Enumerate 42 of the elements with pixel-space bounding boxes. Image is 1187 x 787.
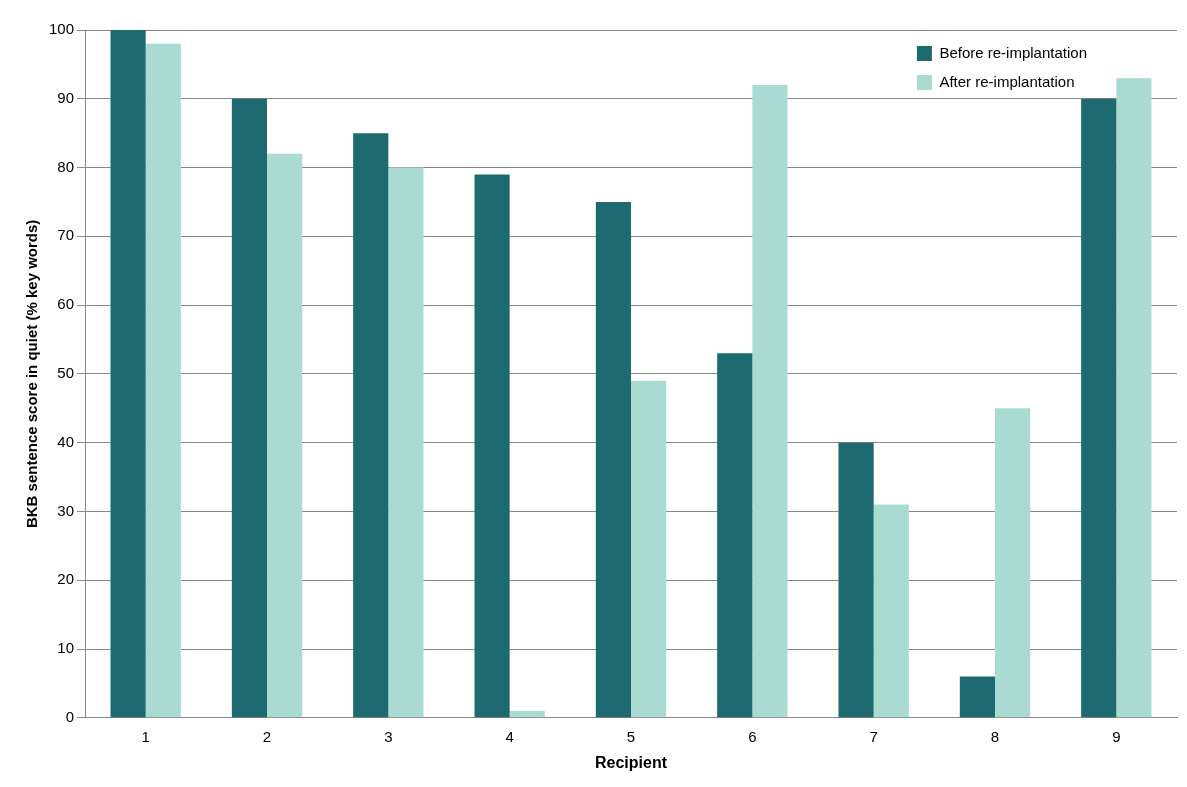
- bar: [752, 85, 788, 718]
- bar: [595, 201, 632, 718]
- bar: [509, 710, 545, 718]
- bar: [873, 504, 909, 718]
- bar: [1116, 78, 1152, 718]
- x-tick-label: 6: [748, 727, 757, 745]
- y-tick-label: 50: [57, 364, 75, 382]
- x-tick-label: 5: [626, 727, 636, 745]
- x-tick-label: 1: [141, 727, 150, 745]
- y-tick-label: 0: [65, 707, 75, 725]
- y-tick-label: 40: [57, 432, 75, 450]
- x-tick-label: 8: [990, 727, 1000, 745]
- y-tick-label: 10: [57, 639, 75, 657]
- y-tick-label: 100: [49, 20, 75, 38]
- bar: [145, 43, 181, 718]
- x-tick-label: 7: [869, 727, 878, 745]
- bar: [1081, 98, 1117, 718]
- bar: [267, 153, 303, 718]
- y-tick-label: 80: [57, 157, 75, 175]
- bar: [995, 408, 1031, 718]
- x-tick-label: 9: [1112, 727, 1121, 745]
- y-tick-label: 70: [57, 226, 75, 244]
- y-axis-title: BKB sentence score in quiet (% key words): [23, 219, 41, 529]
- y-tick-label: 90: [57, 88, 75, 106]
- x-tick-label: 2: [262, 727, 272, 745]
- bar: [388, 167, 424, 718]
- bar: [353, 133, 389, 718]
- y-tick-label: 20: [57, 570, 75, 588]
- x-tick-label: 3: [384, 727, 393, 745]
- bar: [110, 30, 146, 718]
- bar: [231, 98, 268, 718]
- bar: [474, 174, 510, 718]
- bar: [631, 380, 667, 718]
- legend-label: Before re-implantation: [939, 43, 1087, 61]
- bar: [959, 676, 995, 718]
- y-tick-label: 30: [57, 501, 75, 519]
- x-tick-label: 4: [505, 727, 514, 745]
- bar: [717, 353, 753, 718]
- bar: [838, 442, 874, 718]
- y-tick-label: 60: [57, 295, 75, 313]
- x-axis-title: Recipient: [595, 753, 668, 771]
- legend-label: After re-implantation: [939, 72, 1075, 90]
